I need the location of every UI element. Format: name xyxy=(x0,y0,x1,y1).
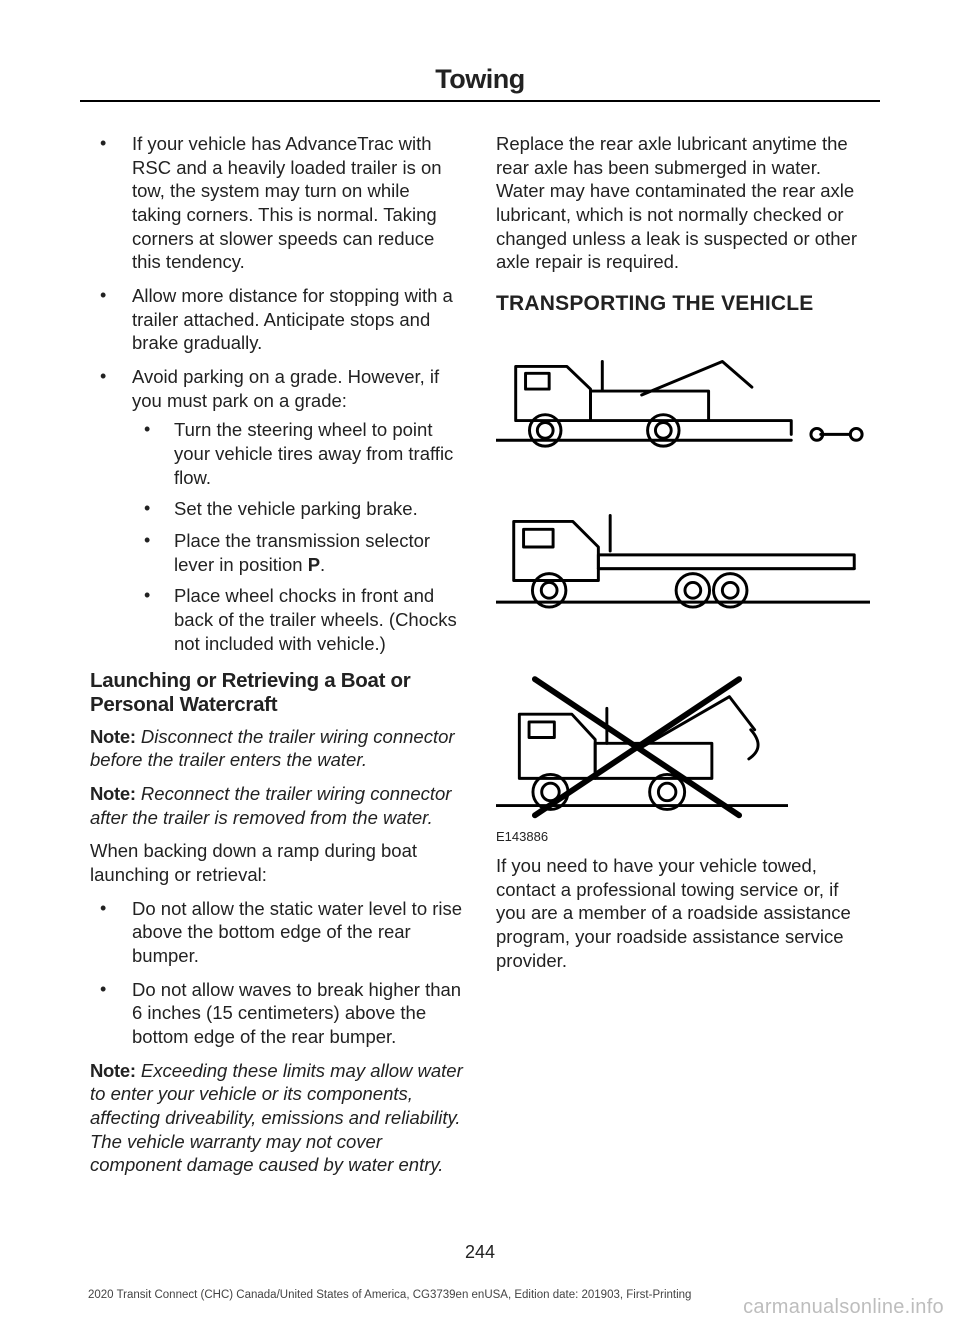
section-heading: TRANSPORTING THE VEHICLE xyxy=(496,292,870,316)
note-text: Disconnect the trailer wiring connector … xyxy=(90,726,455,771)
list-item: Place wheel chocks in front and back of … xyxy=(132,584,464,655)
paragraph: Replace the rear axle lubricant anytime … xyxy=(496,132,870,274)
footer-meta: 2020 Transit Connect (CHC) Canada/United… xyxy=(88,1289,691,1301)
figure-group: E143886 xyxy=(496,332,870,844)
note-paragraph: Note: Exceeding these limits may allow w… xyxy=(90,1059,464,1177)
figure-id: E143886 xyxy=(496,829,870,844)
truck-wheel-lift-icon xyxy=(496,332,870,450)
note-paragraph: Note: Reconnect the trailer wiring conne… xyxy=(90,782,464,829)
content-area: If your vehicle has AdvanceTrac with RSC… xyxy=(90,132,870,1217)
note-label: Note: xyxy=(90,726,136,747)
paragraph: If you need to have your vehicle towed, … xyxy=(496,854,870,972)
bullet-list-2: Do not allow the static water level to r… xyxy=(90,897,464,1049)
sub-list: Turn the steering wheel to point your ve… xyxy=(132,418,464,655)
list-item: Set the vehicle parking brake. xyxy=(132,497,464,521)
header-rule xyxy=(80,100,880,102)
figure-hook-not-allowed: E143886 xyxy=(496,650,870,844)
list-item: If your vehicle has AdvanceTrac with RSC… xyxy=(90,132,464,274)
list-item: Do not allow the static water level to r… xyxy=(90,897,464,968)
truck-hook-crossed-icon xyxy=(496,650,788,825)
page-title: Towing xyxy=(0,64,960,95)
figure-wheel-lift xyxy=(496,332,870,450)
watermark: carmanualsonline.info xyxy=(743,1296,944,1319)
list-item: Place the transmission selector lever in… xyxy=(132,529,464,576)
list-item: Turn the steering wheel to point your ve… xyxy=(132,418,464,489)
list-item: Do not allow waves to break higher than … xyxy=(90,978,464,1049)
list-item: Allow more distance for stopping with a … xyxy=(90,284,464,355)
truck-flatbed-icon xyxy=(496,486,870,614)
left-column: If your vehicle has AdvanceTrac with RSC… xyxy=(90,132,464,1217)
right-column: Replace the rear axle lubricant anytime … xyxy=(496,132,870,1217)
note-text: Exceeding these limits may allow water t… xyxy=(90,1060,463,1176)
gear-p: P xyxy=(308,554,320,575)
list-item-text: Avoid parking on a grade. However, if yo… xyxy=(132,366,439,411)
page-number: 244 xyxy=(0,1242,960,1263)
figure-flatbed xyxy=(496,486,870,614)
note-paragraph: Note: Disconnect the trailer wiring conn… xyxy=(90,725,464,772)
sub-text-post: . xyxy=(320,554,325,575)
paragraph: When backing down a ramp during boat lau… xyxy=(90,839,464,886)
note-label: Note: xyxy=(90,1060,136,1081)
note-text: Reconnect the trailer wiring connector a… xyxy=(90,783,451,828)
note-label: Note: xyxy=(90,783,136,804)
bullet-list-1: If your vehicle has AdvanceTrac with RSC… xyxy=(90,132,464,655)
page: Towing If your vehicle has AdvanceTrac w… xyxy=(0,0,960,1337)
subsection-heading: Launching or Retrieving a Boat or Person… xyxy=(90,669,464,716)
list-item: Avoid parking on a grade. However, if yo… xyxy=(90,365,464,655)
sub-text-pre: Place the transmission selector lever in… xyxy=(174,530,430,575)
